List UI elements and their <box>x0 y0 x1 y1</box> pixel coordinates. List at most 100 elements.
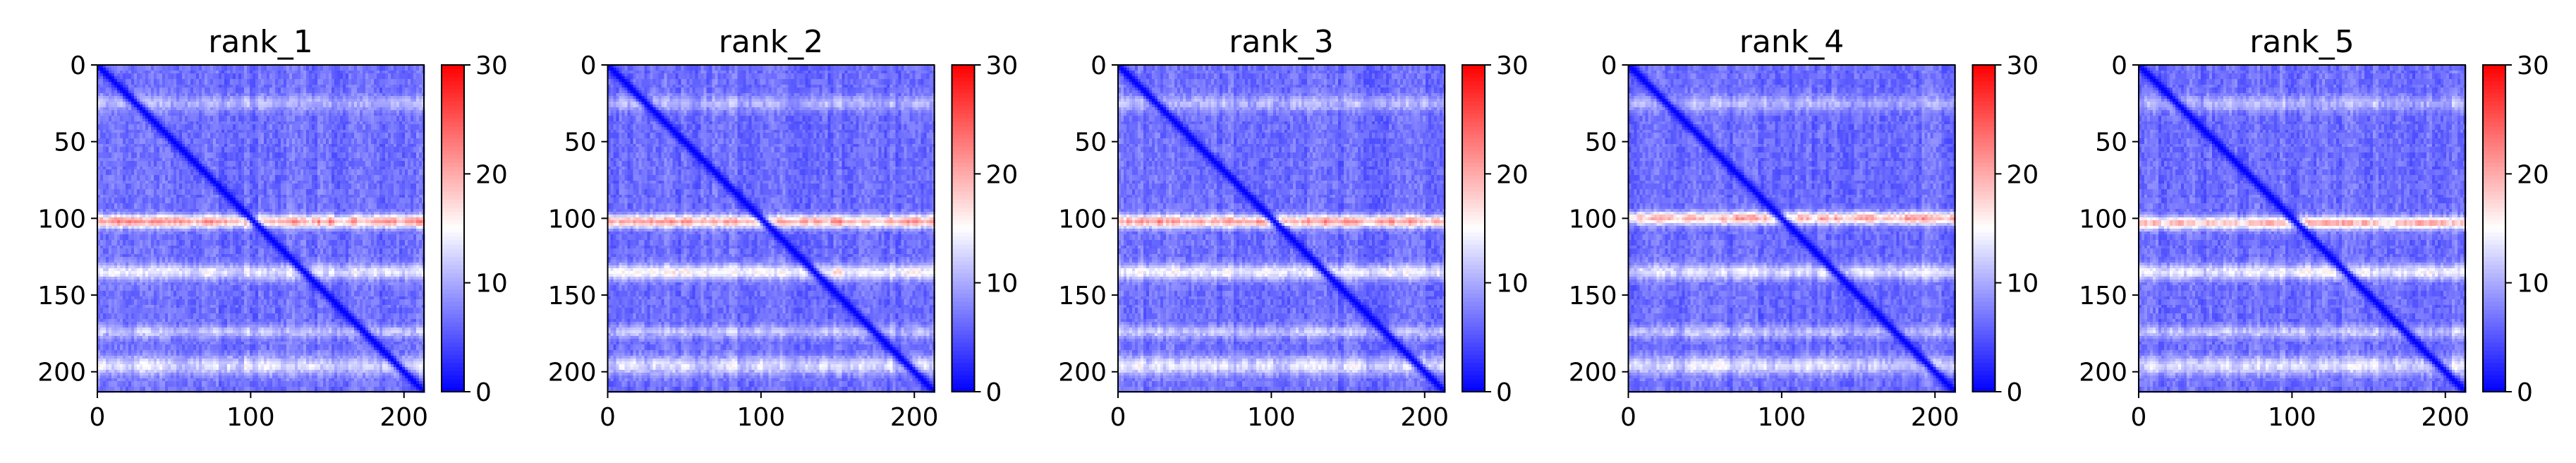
heatmap-cell <box>176 119 180 122</box>
heatmap-cell <box>258 104 262 108</box>
heatmap-cell <box>309 107 312 111</box>
heatmap-cell <box>145 73 149 77</box>
heatmap-cell <box>128 107 132 111</box>
heatmap-cell <box>106 99 109 102</box>
heatmap-cell <box>374 76 377 80</box>
heatmap-cell <box>317 76 321 80</box>
heatmap-cell <box>120 102 123 105</box>
heatmap-cell <box>269 104 273 108</box>
heatmap-cell <box>340 90 344 94</box>
heatmap-cell <box>190 73 194 77</box>
heatmap-cell <box>379 79 383 83</box>
heatmap-cell <box>230 102 233 105</box>
heatmap-cell <box>278 85 281 88</box>
heatmap-cell <box>278 107 281 111</box>
heatmap-cell <box>210 88 214 91</box>
heatmap-cell <box>255 85 259 88</box>
heatmap-cell <box>255 88 259 91</box>
heatmap-cell <box>253 110 256 114</box>
heatmap-cell <box>196 107 200 111</box>
heatmap-cell <box>199 113 202 116</box>
heatmap-cell <box>343 113 346 116</box>
heatmap-cell <box>205 104 208 108</box>
heatmap-cell <box>272 76 276 80</box>
heatmap-cell <box>399 102 403 105</box>
heatmap-cell <box>247 79 250 83</box>
heatmap-cell <box>128 76 132 80</box>
heatmap-cell <box>199 79 202 83</box>
heatmap-cell <box>126 93 129 97</box>
heatmap-cell <box>196 113 200 116</box>
heatmap-cell <box>137 121 140 125</box>
heatmap-cell <box>128 90 132 94</box>
heatmap-cell <box>382 124 386 128</box>
heatmap-cell <box>388 90 391 94</box>
heatmap-cell <box>351 110 355 114</box>
heatmap-cell <box>337 68 341 71</box>
heatmap-cell <box>382 113 386 116</box>
heatmap-cell <box>179 82 183 85</box>
heatmap-cell <box>388 102 391 105</box>
heatmap-cell <box>253 104 256 108</box>
heatmap-cell <box>134 82 138 85</box>
heatmap-cell <box>159 68 163 71</box>
heatmap-cell <box>123 82 126 85</box>
heatmap-cell <box>148 121 152 125</box>
heatmap-cell <box>216 73 219 77</box>
heatmap-cell <box>134 96 138 100</box>
heatmap-cell <box>348 96 352 100</box>
heatmap-cell <box>176 90 180 94</box>
heatmap-cell <box>157 73 160 77</box>
heatmap-cell <box>255 96 259 100</box>
heatmap-cell <box>264 90 267 94</box>
heatmap-cell <box>117 99 121 102</box>
heatmap-cell <box>269 76 273 80</box>
heatmap-cell <box>411 99 414 102</box>
heatmap-cell <box>236 68 239 71</box>
heatmap-cell <box>114 82 118 85</box>
heatmap-cell <box>233 104 236 108</box>
heatmap-cell <box>312 79 315 83</box>
heatmap-cell <box>402 121 406 125</box>
heatmap-cell <box>264 68 267 71</box>
heatmap-cell <box>224 99 228 102</box>
heatmap-cell <box>202 113 205 116</box>
heatmap-cell <box>140 99 143 102</box>
heatmap-cell <box>284 113 287 116</box>
heatmap-cell <box>312 110 315 114</box>
heatmap-cell <box>174 90 177 94</box>
heatmap-cell <box>354 96 358 100</box>
heatmap-cell <box>253 124 256 128</box>
heatmap-cell <box>233 73 236 77</box>
heatmap-cell <box>140 102 143 105</box>
heatmap-cell <box>238 76 242 80</box>
heatmap-cell <box>337 76 341 80</box>
heatmap-cell <box>399 73 403 77</box>
heatmap-cell <box>419 102 423 105</box>
heatmap-cell <box>157 127 160 131</box>
heatmap-cell <box>377 96 380 100</box>
heatmap-cell <box>385 113 389 116</box>
heatmap-cell <box>284 104 287 108</box>
heatmap-cell <box>188 68 191 71</box>
heatmap-cell <box>100 102 104 105</box>
heatmap-cell <box>255 82 259 85</box>
heatmap-cell <box>346 119 349 122</box>
heatmap-cell <box>106 90 109 94</box>
heatmap-cell <box>253 121 256 125</box>
heatmap-cell <box>332 124 335 128</box>
heatmap-cell <box>394 82 397 85</box>
heatmap-cell <box>357 73 360 77</box>
heatmap-cell <box>114 113 118 116</box>
heatmap-cell <box>413 119 417 122</box>
heatmap-cell <box>343 90 346 94</box>
heatmap-cell <box>123 88 126 91</box>
heatmap-cell <box>363 90 366 94</box>
heatmap-cell <box>196 121 200 125</box>
heatmap-cell <box>354 82 358 85</box>
heatmap-cell <box>348 71 352 74</box>
heatmap-cell <box>111 82 115 85</box>
heatmap-cell <box>340 73 344 77</box>
heatmap-cell <box>416 93 420 97</box>
heatmap-cell <box>408 71 411 74</box>
